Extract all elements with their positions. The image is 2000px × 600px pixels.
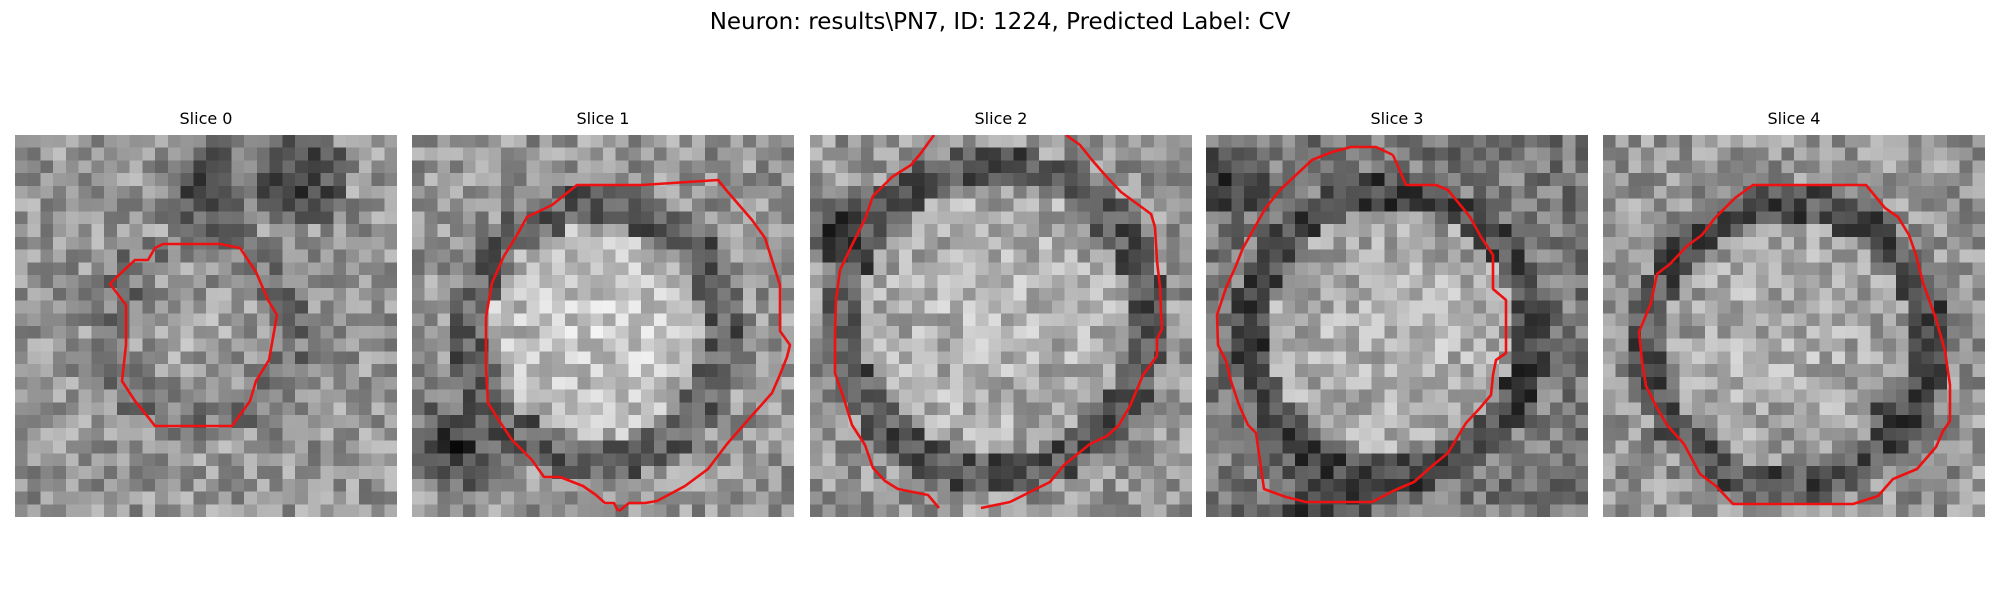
contour-outline xyxy=(108,242,279,428)
slice-title: Slice 2 xyxy=(974,109,1028,128)
contour-outline xyxy=(833,135,1164,510)
slice-title: Slice 1 xyxy=(576,109,630,128)
slice-title: Slice 0 xyxy=(179,109,233,128)
contour-outline xyxy=(1215,145,1508,504)
contour-outline xyxy=(484,178,792,513)
slice-title: Slice 3 xyxy=(1370,109,1424,128)
slice-image xyxy=(412,135,794,517)
slice-title: Slice 4 xyxy=(1767,109,1821,128)
figure-title: Neuron: results\PN7, ID: 1224, Predicted… xyxy=(709,9,1291,35)
slice-image xyxy=(1206,135,1588,517)
slice-image xyxy=(1603,135,1985,517)
slice-image xyxy=(15,135,397,517)
contour-outline xyxy=(1637,183,1952,506)
